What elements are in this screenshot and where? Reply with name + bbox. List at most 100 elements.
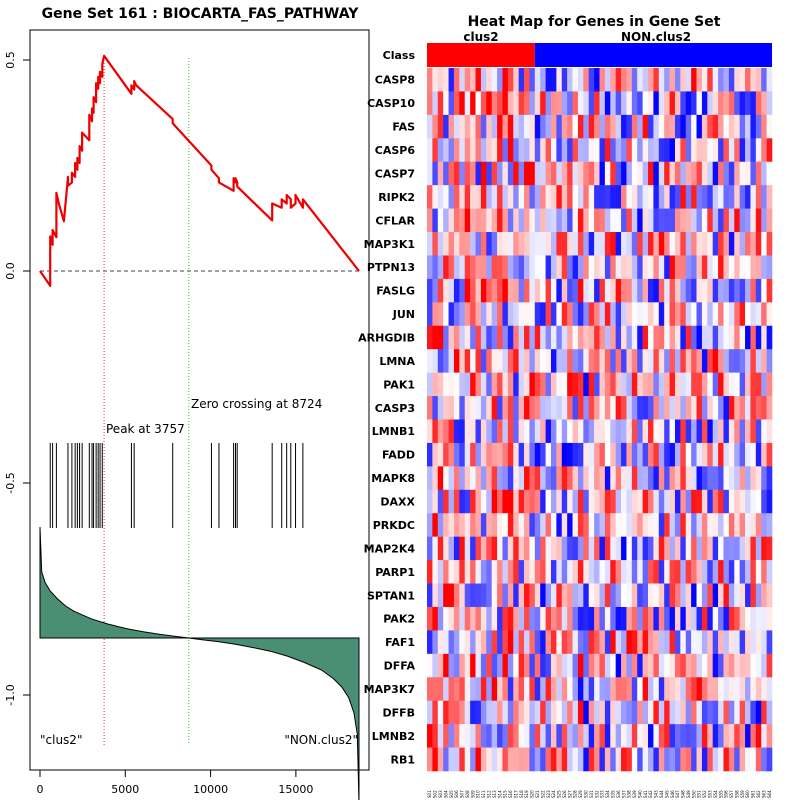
heatmap-cell <box>664 372 670 397</box>
heatmap-row-label: MAP3K7 <box>364 683 415 696</box>
heatmap-cell <box>507 724 514 748</box>
heatmap-cell <box>550 138 557 163</box>
heatmap-cell <box>594 560 600 584</box>
heatmap-cell <box>615 349 622 373</box>
heatmap-cell <box>513 489 519 514</box>
heatmap-cell <box>658 325 665 350</box>
heatmap-cell <box>637 724 643 748</box>
heatmap-cell <box>718 91 724 116</box>
heatmap-cell <box>750 489 757 514</box>
heatmap-cell <box>621 114 627 139</box>
heatmap-cell <box>475 396 482 420</box>
heatmap-cell <box>642 185 649 209</box>
heatmap-cell <box>427 372 433 397</box>
heatmap-cell <box>524 536 530 561</box>
heatmap-cell <box>653 208 660 233</box>
heatmap-cell <box>755 114 762 139</box>
heatmap-cell <box>648 560 654 584</box>
heatmap-cell <box>443 606 449 631</box>
heatmap-cell <box>529 653 536 678</box>
heatmap-cell <box>755 677 762 701</box>
heatmap-cell <box>464 68 471 92</box>
heatmap-cell <box>572 466 579 491</box>
heatmap-cell <box>453 161 460 186</box>
heatmap-cell <box>637 68 643 92</box>
heatmap-cell <box>556 466 563 491</box>
heatmap-cell <box>448 747 455 772</box>
enrichment-plot-frame <box>29 29 370 771</box>
heatmap-cell <box>432 325 439 350</box>
heatmap-sample-label: S62 <box>756 790 761 798</box>
heatmap-cell <box>615 630 622 655</box>
heatmap-cell <box>615 724 622 748</box>
heatmap-cell <box>497 114 503 139</box>
heatmap-cell <box>599 255 606 280</box>
heatmap-cell <box>448 372 455 397</box>
heatmap-cell <box>750 700 757 725</box>
heatmap-cell <box>739 653 746 678</box>
heatmap-cell <box>680 419 687 444</box>
heatmap-cell <box>712 489 719 514</box>
heatmap-cell <box>739 747 746 772</box>
heatmap-cell <box>718 724 724 748</box>
heatmap-cell <box>750 653 757 678</box>
heatmap-cell <box>674 583 681 608</box>
heatmap-cell <box>712 677 719 701</box>
heatmap-cell <box>540 255 546 280</box>
heatmap-cell <box>707 278 713 303</box>
heatmap-cell <box>513 91 519 116</box>
heatmap-cell <box>427 232 433 256</box>
heatmap-cell <box>480 278 487 303</box>
heatmap-cell <box>626 583 633 608</box>
heatmap-cell <box>437 208 444 233</box>
heatmap-row-label: CASP8 <box>375 74 415 87</box>
heatmap-cell <box>588 466 595 491</box>
heatmap-cell <box>470 255 476 280</box>
heatmap-cell <box>583 396 590 420</box>
heatmap-cell <box>723 302 730 327</box>
heatmap-cell <box>529 208 536 233</box>
heatmap-cell <box>475 349 482 373</box>
heatmap-cell <box>470 114 476 139</box>
heatmap-cell <box>588 68 595 92</box>
heatmap-cell <box>766 630 773 655</box>
heatmap-cell <box>513 442 519 467</box>
heatmap-cell <box>766 606 773 631</box>
heatmap-cell <box>588 349 595 373</box>
heatmap-cell <box>734 91 740 116</box>
heatmap-cell <box>626 138 633 163</box>
heatmap-cell <box>497 747 503 772</box>
heatmap-cell <box>718 232 724 256</box>
heatmap-cell <box>734 372 740 397</box>
heatmap-cell <box>626 630 633 655</box>
heatmap-cell <box>701 396 708 420</box>
heatmap-cell <box>491 138 498 163</box>
heatmap-cell <box>707 255 713 280</box>
heatmap-cell <box>604 630 611 655</box>
heatmap-cell <box>761 419 767 444</box>
heatmap-cell <box>648 255 654 280</box>
heatmap-cell <box>572 700 579 725</box>
heatmap-cell <box>761 325 767 350</box>
heatmap-cell <box>604 278 611 303</box>
heatmap-cell <box>685 653 692 678</box>
heatmap-cell <box>572 630 579 655</box>
heatmap-cell <box>480 185 487 209</box>
heatmap-cell <box>572 724 579 748</box>
heatmap-cell <box>674 466 681 491</box>
heatmap-cell <box>529 185 536 209</box>
heatmap-cell <box>572 536 579 561</box>
heatmap-cell <box>475 630 482 655</box>
heatmap-cell <box>556 560 563 584</box>
heatmap-cell <box>594 185 600 209</box>
heatmap-cell <box>577 185 584 209</box>
heatmap-cell <box>432 185 439 209</box>
heatmap-cell <box>577 560 584 584</box>
heatmap-cell <box>464 138 471 163</box>
heatmap-sample-label: S32 <box>594 790 599 798</box>
heatmap-cell <box>604 68 611 92</box>
heatmap-cell <box>610 653 616 678</box>
heatmap-cell <box>470 419 476 444</box>
heatmap-cell <box>739 700 746 725</box>
heatmap-cell <box>707 419 713 444</box>
